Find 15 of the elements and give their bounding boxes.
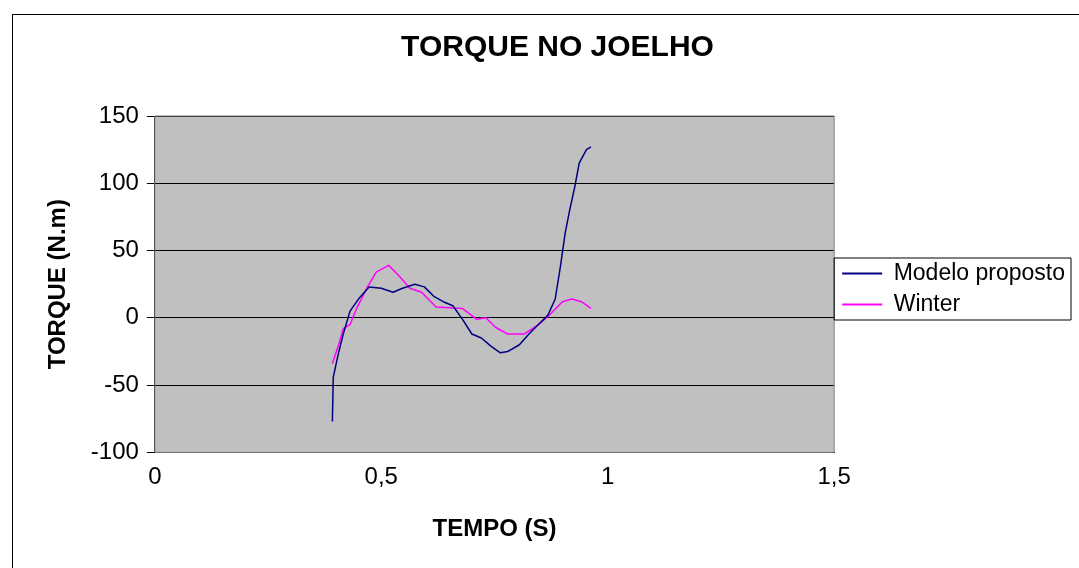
y-tick-label: 0 [125, 302, 139, 330]
x-tick-label: 1 [601, 462, 615, 490]
x-tick-label: 0 [148, 462, 162, 490]
y-tick-label: 50 [112, 235, 139, 263]
legend-label: Winter [893, 289, 961, 316]
chart-title: TORQUE NO JOELHO [401, 29, 714, 63]
y-tick-label: -50 [104, 369, 139, 397]
x-axis-title: TEMPO (S) [432, 514, 557, 542]
y-tick-label: 150 [98, 100, 139, 128]
legend-label: Modelo proposto [893, 258, 1066, 285]
y-tick-label: -100 [90, 437, 139, 465]
y-axis-title: TORQUE (N.m) [43, 199, 71, 370]
x-tick-label: 0,5 [364, 462, 398, 490]
x-tick-label: 1,5 [817, 462, 851, 490]
y-tick-label: 100 [98, 167, 139, 195]
